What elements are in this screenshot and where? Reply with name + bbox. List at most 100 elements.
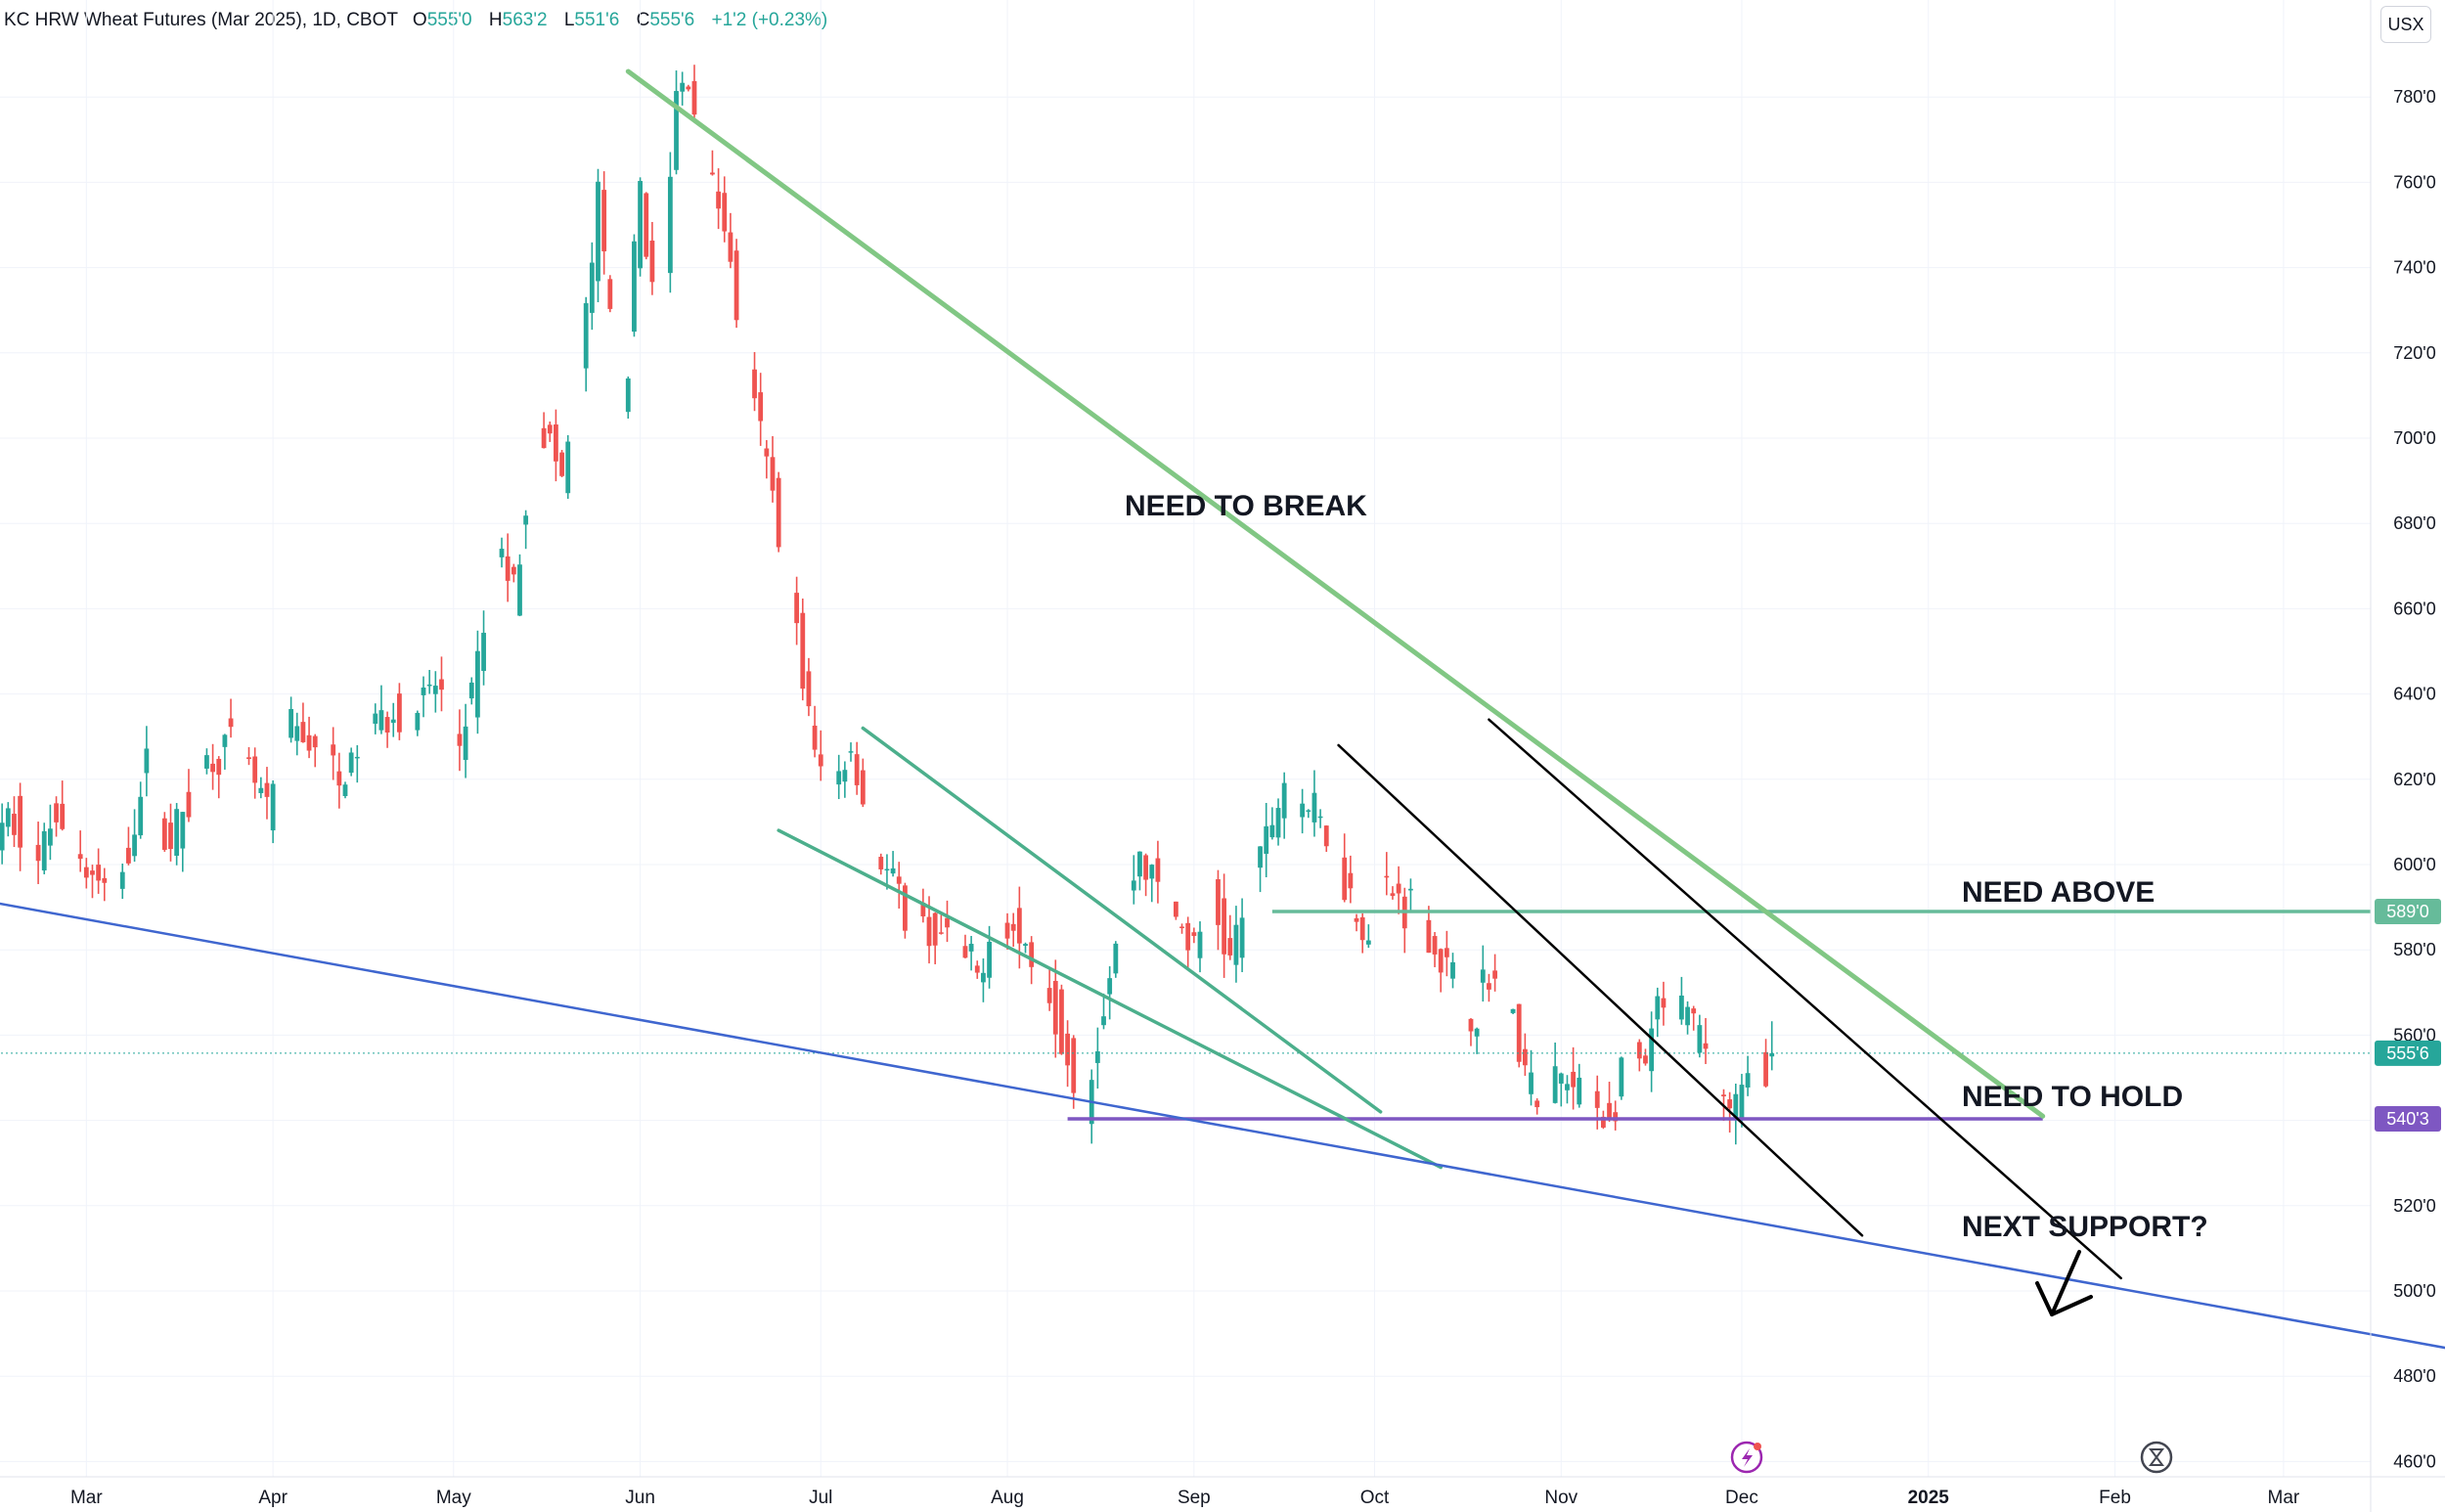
candle: [90, 865, 95, 899]
candle-body: [1131, 880, 1136, 891]
candle: [1480, 945, 1486, 1002]
y-tick-label: 700'0: [2393, 428, 2435, 448]
candle-body: [1468, 1018, 1474, 1032]
candle: [77, 830, 83, 872]
candle: [126, 826, 131, 866]
candle: [119, 863, 125, 900]
candle: [457, 709, 463, 772]
candle: [770, 435, 776, 503]
candle: [794, 576, 800, 645]
candle-body: [1558, 1073, 1564, 1084]
candle-body: [1534, 1100, 1540, 1108]
candle: [1359, 912, 1365, 954]
candle-body: [758, 392, 764, 422]
candle: [1113, 941, 1119, 978]
candle: [1510, 1008, 1516, 1014]
candle: [1222, 873, 1227, 978]
candle: [1679, 976, 1684, 1025]
x-tick-label: Jun: [625, 1488, 655, 1508]
candle: [644, 192, 649, 260]
candle: [1636, 1039, 1642, 1072]
price-badge-label: 540'3: [2386, 1109, 2428, 1129]
currency-unit-button[interactable]: USX: [2380, 6, 2431, 43]
candle-body: [306, 734, 312, 751]
candle-body: [806, 671, 812, 707]
chart-header: KC HRW Wheat Futures (Mar 2025), 1D, CBO…: [4, 10, 827, 31]
y-tick-label: 600'0: [2393, 855, 2435, 874]
candle-body: [1655, 996, 1661, 1020]
trendline-main-resistance: [625, 68, 2046, 1119]
candle: [1239, 898, 1245, 972]
candle: [12, 796, 17, 848]
candle: [854, 741, 860, 795]
candle: [836, 754, 842, 800]
candle-body: [1281, 782, 1287, 819]
candle: [1264, 802, 1269, 877]
candle-body: [517, 564, 522, 616]
candle-body: [1600, 1116, 1606, 1128]
close-value: 555'6: [649, 10, 695, 30]
candle-body: [596, 181, 600, 282]
lightning-icon[interactable]: [1730, 1441, 1763, 1474]
candle: [439, 656, 444, 712]
candle: [47, 804, 53, 861]
candle: [216, 756, 222, 799]
candle: [607, 275, 613, 313]
candle: [1348, 855, 1354, 904]
candle-body: [210, 763, 215, 773]
candle-body: [41, 830, 47, 870]
candle-body: [1046, 988, 1052, 1003]
candle-body: [734, 250, 739, 321]
candle: [1300, 788, 1306, 834]
candles: [0, 65, 1775, 1145]
x-tick-label: Aug: [991, 1488, 1024, 1508]
candle: [1474, 1027, 1480, 1054]
candle: [1522, 1033, 1528, 1076]
candle: [294, 712, 300, 756]
candle: [1179, 923, 1184, 934]
candle: [710, 150, 715, 176]
candle-body: [1143, 855, 1149, 880]
candle-body: [854, 754, 860, 785]
candle-body: [1432, 936, 1438, 955]
candle: [1691, 1005, 1697, 1031]
candle: [1023, 942, 1028, 954]
candle: [776, 471, 781, 553]
candle: [378, 685, 384, 734]
candle-body: [54, 803, 59, 823]
candle: [1317, 809, 1323, 828]
candle-body: [1636, 1042, 1642, 1059]
candle: [421, 676, 426, 718]
candle-body: [1474, 1028, 1480, 1037]
y-tick-label: 680'0: [2393, 513, 2435, 533]
candle-body: [216, 758, 222, 776]
y-tick-label: 780'0: [2393, 87, 2435, 107]
candle-body: [1317, 816, 1323, 819]
candle: [1390, 886, 1396, 900]
candle: [752, 352, 757, 412]
candle-body: [1565, 1084, 1570, 1090]
candle: [1613, 1100, 1619, 1131]
candle-body: [842, 770, 848, 782]
candle-body: [667, 176, 673, 274]
candle-body: [18, 795, 23, 848]
candle: [1137, 851, 1142, 891]
candle-body: [390, 719, 396, 724]
candle: [938, 914, 944, 935]
candle: [1763, 1039, 1768, 1089]
candle: [1281, 772, 1287, 839]
candle-body: [384, 717, 390, 733]
candle-body: [354, 756, 360, 759]
candle-body: [1094, 1050, 1100, 1063]
hourglass-icon[interactable]: [2140, 1441, 2173, 1474]
candle-body: [1516, 1003, 1522, 1062]
candle-body: [848, 751, 854, 753]
candle-body: [1426, 919, 1432, 954]
candle-body: [1727, 1099, 1733, 1109]
candle: [270, 779, 276, 844]
candle: [1607, 1082, 1612, 1123]
x-tick-label: Apr: [258, 1488, 288, 1508]
candle-body: [1306, 810, 1311, 812]
candle: [96, 848, 102, 894]
